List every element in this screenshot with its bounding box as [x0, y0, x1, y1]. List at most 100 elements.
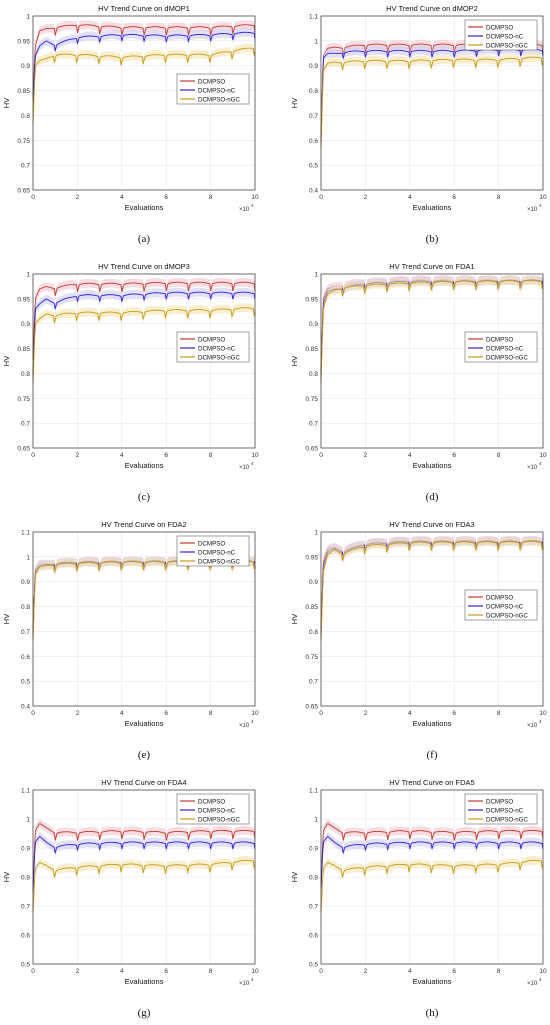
- y-tick-label: 0.8: [21, 875, 30, 882]
- y-tick-label: 0.85: [17, 88, 30, 95]
- y-tick-label: 0.7: [309, 679, 318, 686]
- x-exponent-power: 4: [251, 977, 254, 982]
- x-exponent-power: 4: [539, 977, 542, 982]
- legend-label: DCMPSO-nGC: [486, 42, 528, 49]
- plot-frame: [32, 531, 256, 707]
- y-tick-label: 0.9: [21, 63, 30, 70]
- y-tick-label: 1.1: [309, 14, 318, 21]
- x-exponent-power: 4: [539, 719, 542, 724]
- x-tick-label: 2: [76, 710, 80, 717]
- x-tick-label: 6: [164, 968, 168, 975]
- legend-label: DCMPSO-nC: [198, 345, 236, 352]
- y-tick-label: 0.4: [21, 704, 30, 711]
- x-tick-label: 0: [319, 452, 323, 459]
- x-tick-label: 2: [364, 710, 368, 717]
- y-tick-label: 1: [26, 272, 30, 279]
- x-tick-label: 8: [497, 194, 501, 201]
- series-line: [32, 835, 256, 892]
- x-exponent-label: ×10: [527, 465, 538, 471]
- x-tick-label: 8: [209, 452, 213, 459]
- legend-label: DCMPSO-nGC: [486, 354, 528, 361]
- chart-title: HV Trend Curve on FDA1: [389, 262, 474, 271]
- y-tick-label: 0.6: [309, 138, 318, 145]
- chart-title: HV Trend Curve on dMOP3: [98, 262, 190, 271]
- x-exponent-power: 4: [539, 461, 542, 466]
- y-tick-label: 0.75: [305, 654, 318, 661]
- series-line: [320, 56, 544, 148]
- panel-caption: (d): [426, 491, 439, 503]
- x-tick-label: 8: [209, 194, 213, 201]
- panel-caption: (h): [426, 1007, 439, 1019]
- y-tick-label: 0.8: [309, 88, 318, 95]
- legend-label: DCMPSO-nGC: [198, 816, 240, 823]
- series-line: [32, 859, 256, 912]
- x-axis-label: Evaluations: [413, 203, 452, 212]
- x-tick-label: 0: [319, 710, 323, 717]
- y-axis-label: HV: [2, 98, 11, 108]
- x-tick-label: 10: [539, 710, 547, 717]
- x-exponent-power: 4: [251, 203, 254, 208]
- x-tick-label: 2: [364, 452, 368, 459]
- series-line: [320, 859, 544, 912]
- y-tick-label: 1: [314, 817, 318, 824]
- series-line: [320, 279, 544, 384]
- x-axis-label: Evaluations: [413, 719, 452, 728]
- y-tick-label: 0.7: [309, 904, 318, 911]
- series-band: [33, 27, 255, 105]
- series-band: [33, 832, 255, 896]
- x-axis-label: Evaluations: [125, 203, 164, 212]
- x-tick-label: 10: [539, 194, 547, 201]
- x-exponent-label: ×10: [239, 723, 250, 729]
- x-tick-label: 10: [251, 194, 259, 201]
- series-line: [32, 31, 256, 101]
- panel-caption: (c): [138, 491, 151, 503]
- x-tick-label: 6: [452, 710, 456, 717]
- y-tick-label: 0.7: [21, 904, 30, 911]
- x-tick-label: 2: [76, 452, 80, 459]
- y-axis-label: HV: [290, 872, 299, 882]
- x-tick-label: 10: [251, 968, 259, 975]
- x-tick-label: 2: [364, 968, 368, 975]
- series-line: [320, 540, 544, 637]
- legend-label: DCMPSO-nC: [486, 603, 524, 610]
- x-tick-label: 10: [251, 452, 259, 459]
- x-tick-label: 0: [319, 194, 323, 201]
- series-line: [320, 822, 544, 886]
- x-tick-label: 0: [319, 968, 323, 975]
- x-tick-label: 4: [408, 452, 412, 459]
- x-tick-label: 4: [408, 194, 412, 201]
- x-tick-label: 6: [452, 194, 456, 201]
- plot-frame: [320, 273, 544, 449]
- panel-caption: (e): [138, 749, 151, 761]
- y-tick-label: 1.1: [309, 788, 318, 795]
- y-tick-label: 0.7: [21, 163, 30, 170]
- x-tick-label: 2: [76, 968, 80, 975]
- x-tick-label: 4: [408, 968, 412, 975]
- y-tick-label: 1.1: [21, 788, 30, 795]
- legend-label: DCMPSO-nGC: [198, 558, 240, 565]
- legend-label: DCMPSO-nC: [198, 807, 236, 814]
- y-tick-label: 0.95: [17, 296, 30, 303]
- y-axis-label: HV: [2, 614, 11, 624]
- legend-label: DCMPSO: [486, 594, 513, 601]
- legend-label: DCMPSO: [486, 798, 513, 805]
- series-band: [33, 20, 255, 100]
- y-tick-label: 0.7: [309, 113, 318, 120]
- y-tick-label: 0.85: [17, 346, 30, 353]
- y-tick-label: 0.9: [21, 321, 30, 328]
- y-tick-label: 0.65: [305, 704, 318, 711]
- series-line: [32, 47, 256, 126]
- x-tick-label: 6: [452, 452, 456, 459]
- y-tick-label: 0.8: [21, 604, 30, 611]
- y-axis-label: HV: [2, 356, 11, 366]
- y-tick-label: 0.6: [21, 654, 30, 661]
- x-tick-label: 8: [209, 710, 213, 717]
- x-tick-label: 10: [251, 710, 259, 717]
- x-tick-label: 10: [539, 452, 547, 459]
- y-tick-label: 0.5: [21, 962, 30, 969]
- chart-title: HV Trend Curve on FDA2: [101, 520, 186, 529]
